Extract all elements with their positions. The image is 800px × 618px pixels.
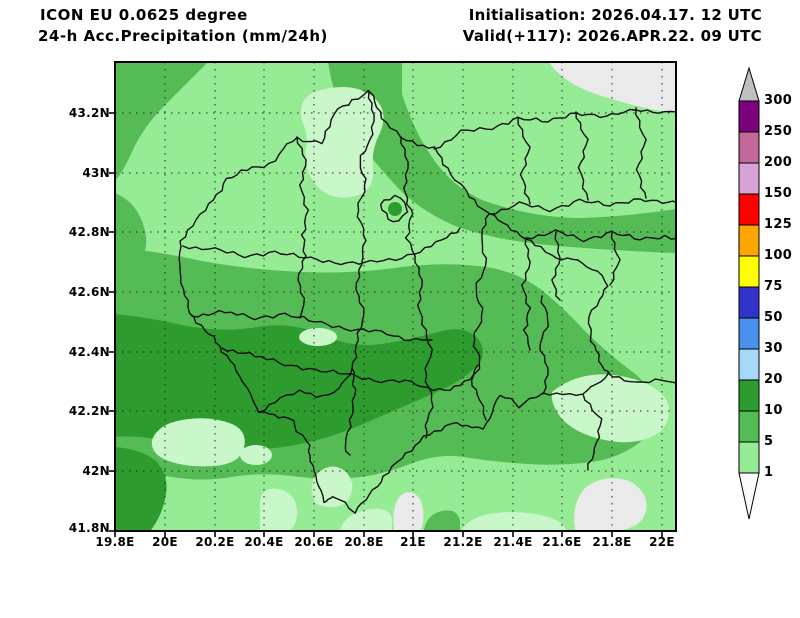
y-tick-label: 42N [82, 464, 110, 478]
legend-tick-label: 1 [764, 465, 774, 480]
x-tick-label: 21.4E [493, 535, 533, 549]
legend-segment [738, 131, 760, 164]
legend-segment [738, 286, 760, 319]
legend-tick-label: 100 [764, 248, 793, 263]
country-borders [178, 89, 676, 514]
legend-segment [738, 193, 760, 226]
legend-tick-label: 10 [764, 403, 783, 418]
legend-segment [738, 317, 760, 350]
precipitation-fill-layer [115, 62, 676, 531]
legend-tick-label: 30 [764, 341, 783, 356]
graticule-dotted-grid [115, 62, 676, 531]
legend-segment [738, 162, 760, 195]
legend-segment [738, 410, 760, 443]
legend-tick-label: 300 [764, 93, 793, 108]
legend-below-min-arrow [738, 472, 760, 520]
x-tick-label: 21.6E [542, 535, 582, 549]
legend-tick-label: 50 [764, 310, 783, 325]
y-tick-label: 42.6N [68, 285, 110, 299]
x-tick-label: 20.2E [195, 535, 235, 549]
x-tick-label: 21.2E [443, 535, 483, 549]
legend-tick-label: 250 [764, 124, 793, 139]
y-tick-label: 43N [82, 166, 110, 180]
model-title: ICON EU 0.0625 degree [40, 6, 248, 24]
x-tick-label: 20E [152, 535, 178, 549]
x-tick-label: 20.8E [344, 535, 384, 549]
x-tick-label: 20.4E [244, 535, 284, 549]
init-time: Initialisation: 2026.04.17. 12 UTC [468, 6, 762, 24]
valid-time: Valid(+117): 2026.APR.22. 09 UTC [462, 27, 762, 45]
x-tick-label: 21E [400, 535, 426, 549]
x-tick-label: 19.8E [95, 535, 135, 549]
x-tick-label: 20.6E [294, 535, 334, 549]
y-tick-label: 42.8N [68, 225, 110, 239]
legend-segment [738, 255, 760, 288]
legend-segment [738, 379, 760, 412]
map-frame [114, 61, 677, 532]
x-tick-label: 22E [649, 535, 675, 549]
product-title: 24-h Acc.Precipitation (mm/24h) [38, 27, 328, 45]
y-tick-label: 42.2N [68, 404, 110, 418]
legend-segment [738, 100, 760, 133]
y-tick-label: 42.4N [68, 345, 110, 359]
legend-above-max-arrow [738, 66, 760, 102]
x-tick-label: 21.8E [592, 535, 632, 549]
legend-tick-label: 150 [764, 186, 793, 201]
legend-colorbar [738, 66, 760, 520]
legend-tick-label: 75 [764, 279, 783, 294]
legend-tick-label: 20 [764, 372, 783, 387]
legend-tick-label: 5 [764, 434, 774, 449]
y-tick-label: 41.8N [68, 521, 110, 535]
legend-segment [738, 441, 760, 474]
legend-tick-label: 125 [764, 217, 793, 232]
y-tick-label: 43.2N [68, 106, 110, 120]
axis-ticks [109, 112, 663, 537]
legend-tick-label: 200 [764, 155, 793, 170]
legend-segment [738, 224, 760, 257]
legend-segment [738, 348, 760, 381]
